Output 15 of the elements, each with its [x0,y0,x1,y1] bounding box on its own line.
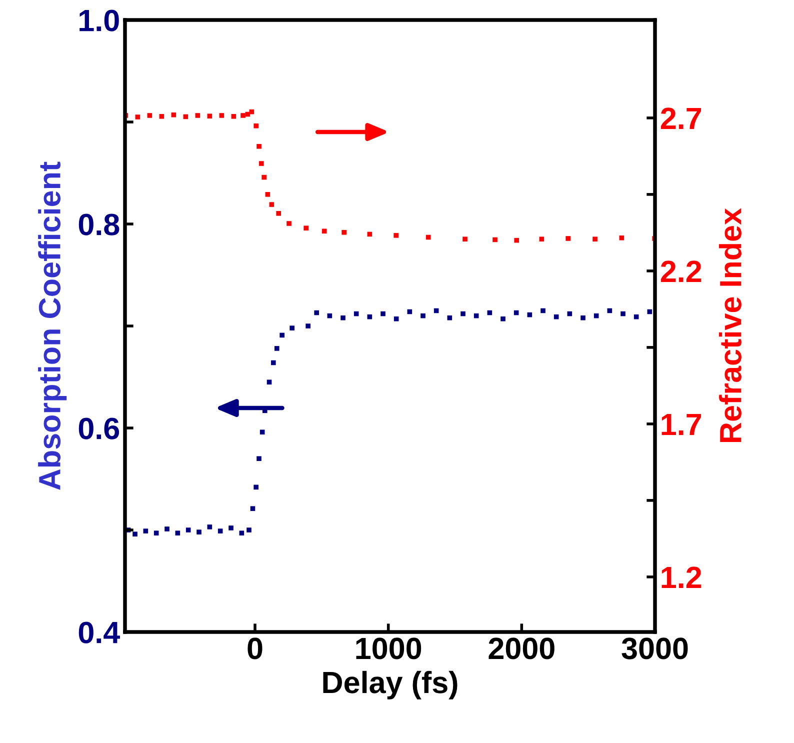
y2-tick-label: 1.2 [662,566,702,588]
y-tick-label: 1.0 [80,10,119,32]
y-tick-label: 0.8 [78,214,120,236]
y2-tick-label: 2.7 [660,108,701,129]
x-tick-label: 3000 [622,638,688,660]
y-tick-label: 0.4 [78,622,120,644]
x-axis-title: Delay (fs) [323,670,458,700]
y-tick-label: 0.6 [78,418,120,440]
y2-tick-label: 2.2 [660,260,702,282]
y-axis-title: Absorption Coefficient [38,162,67,490]
y2-axis-title: Refractive Index [719,208,742,442]
x-tick-label: 0 [248,638,262,660]
y2-tick-label: 1.7 [662,414,701,435]
x-tick-label: 1000 [356,638,422,660]
x-tick-label: 2000 [488,638,554,660]
